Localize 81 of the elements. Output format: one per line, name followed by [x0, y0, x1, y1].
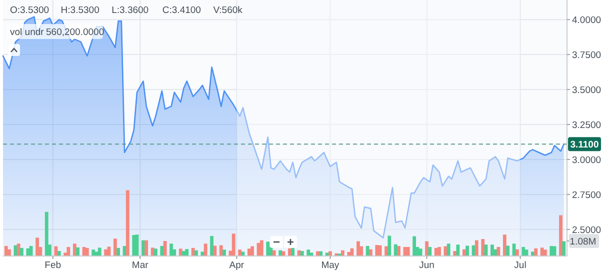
y-tick-label: 3.5000 [572, 85, 602, 96]
annotation: H:3.5300 [60, 5, 100, 16]
bar [144, 240, 148, 256]
bar [26, 248, 30, 256]
x-tick-label: Feb [44, 260, 62, 271]
bar [306, 250, 310, 256]
y-tick-label: 2.7500 [572, 190, 602, 201]
bar [481, 239, 485, 256]
y2-tick-label: 1.08M [570, 236, 596, 248]
bar [66, 246, 70, 256]
y-tick-label: 4.0000 [572, 15, 602, 26]
bar [36, 238, 39, 256]
bar [534, 248, 538, 256]
annotation: L:3.3600 [112, 5, 149, 16]
bar [98, 248, 102, 256]
bar [107, 246, 111, 256]
bar [300, 250, 304, 256]
bar [210, 236, 214, 256]
x-tick-label: Mar [132, 260, 148, 271]
bar [222, 250, 226, 256]
bar [428, 246, 432, 256]
bar [490, 244, 494, 256]
bar [126, 190, 130, 256]
bar [185, 249, 189, 256]
bar [76, 247, 80, 256]
bar [160, 246, 164, 256]
y-tick-label: 3.2500 [572, 120, 602, 132]
bar [20, 248, 24, 256]
bar [466, 246, 469, 256]
bar [502, 234, 506, 256]
bar [250, 246, 254, 256]
annotation: O:3.5300 [10, 5, 50, 16]
bar [85, 248, 89, 256]
y-tick-label: 3.7500 [572, 50, 602, 62]
annotation: vol undr [10, 27, 44, 38]
bar [515, 249, 519, 256]
ref-line-label: 3.1100 [570, 140, 599, 151]
bar [522, 246, 526, 256]
bar [241, 252, 245, 256]
bar [16, 244, 20, 256]
bar [72, 244, 76, 256]
bar [44, 212, 48, 256]
bar [116, 248, 120, 256]
y-tick-label: 2.5000 [572, 224, 602, 236]
annotation: V:560k [213, 5, 243, 16]
bar [559, 215, 562, 256]
bar [132, 234, 136, 256]
bar [92, 250, 96, 256]
bar [8, 249, 11, 256]
bar [375, 245, 379, 256]
bar [506, 246, 510, 256]
bar [266, 242, 270, 256]
bar [496, 246, 500, 256]
bar [438, 246, 441, 256]
bar [113, 238, 117, 256]
bar [200, 252, 204, 256]
bar [57, 250, 61, 256]
annotation: C:3.4100 [162, 5, 201, 16]
bar [446, 244, 450, 256]
x-tick-label: Apr [229, 260, 244, 271]
bar [291, 248, 294, 256]
bar [397, 246, 400, 256]
bar [213, 246, 217, 256]
bar [260, 240, 264, 256]
bar [406, 246, 410, 256]
bar [272, 250, 276, 256]
bar [412, 236, 416, 256]
annotation: 560,200.0000 [46, 27, 104, 38]
bar [368, 249, 372, 256]
bar [388, 236, 392, 256]
bar [543, 250, 547, 256]
y-tick-label: 3.0000 [572, 154, 602, 166]
bar [550, 246, 554, 256]
bar [456, 244, 460, 256]
bar [232, 234, 236, 256]
x-tick-label: Jun [419, 260, 434, 271]
bar [562, 241, 566, 256]
bar [340, 250, 344, 256]
x-tick-label: May [321, 260, 340, 271]
bar [474, 240, 478, 256]
x-tick-label: Jul [514, 260, 526, 271]
